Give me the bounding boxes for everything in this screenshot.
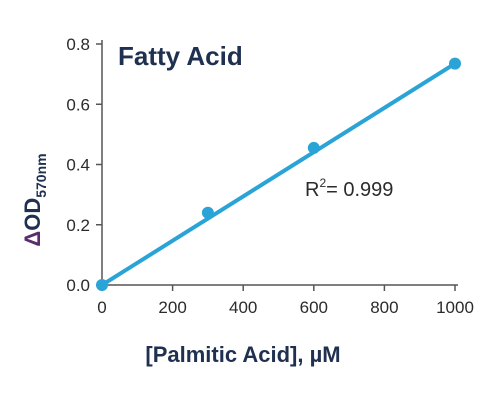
data-point: [96, 279, 108, 291]
y-tick-label: 0.6: [66, 95, 90, 114]
x-tick-label: 0: [97, 298, 106, 317]
chart-title: Fatty Acid: [118, 41, 243, 71]
fit-line: [100, 61, 457, 287]
x-tick-label: 400: [229, 298, 257, 317]
data-point: [201, 206, 214, 219]
data-point: [307, 141, 320, 154]
x-tick-label: 1000: [436, 298, 474, 317]
x-axis-label: [Palmitic Acid], µM: [145, 342, 340, 367]
y-tick-label: 0.0: [66, 276, 90, 295]
y-tick-label: 0.4: [66, 156, 90, 175]
r-squared-annotation: R2= 0.999: [305, 176, 393, 201]
y-axis-label-subscript: 570nm: [33, 153, 49, 197]
r-squared-superscript: 2: [319, 176, 326, 190]
r-squared-prefix: R: [305, 179, 319, 201]
y-tick-label: 0.8: [66, 35, 90, 54]
axes: [101, 40, 458, 286]
r-squared-value: = 0.999: [326, 179, 393, 201]
data-points: [96, 57, 461, 291]
y-axis-label-main: OD: [20, 198, 45, 231]
y-ticks: 0.0 0.2 0.4 0.6 0.8: [66, 35, 102, 295]
y-axis-label: ΔOD570nm: [20, 153, 49, 246]
x-tick-label: 200: [158, 298, 186, 317]
fit-line-group: [100, 61, 457, 287]
y-tick-label: 0.2: [66, 216, 90, 235]
y-axis-label-delta: Δ: [20, 231, 45, 247]
x-tick-label: 800: [370, 298, 398, 317]
x-ticks: 0 200 400 600 800 1000: [97, 285, 474, 317]
x-tick-label: 600: [300, 298, 328, 317]
data-point: [449, 57, 461, 70]
